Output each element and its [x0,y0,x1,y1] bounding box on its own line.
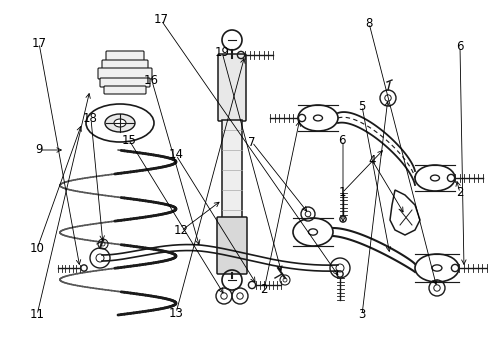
Text: 12: 12 [173,224,188,237]
Text: 10: 10 [29,242,44,255]
Ellipse shape [114,119,126,127]
Text: 17: 17 [154,13,168,26]
Text: 2: 2 [260,283,267,296]
Text: 19: 19 [215,46,229,59]
Text: 3: 3 [357,309,365,321]
Text: 16: 16 [144,75,159,87]
FancyBboxPatch shape [98,68,152,79]
Text: 9: 9 [35,143,43,156]
Text: 14: 14 [168,148,183,161]
FancyBboxPatch shape [218,54,245,121]
Text: 4: 4 [367,154,375,167]
Text: 1: 1 [338,186,346,199]
Text: 13: 13 [168,307,183,320]
Ellipse shape [105,114,135,132]
Text: 2: 2 [455,186,463,199]
FancyBboxPatch shape [102,60,148,69]
FancyBboxPatch shape [217,217,246,274]
FancyBboxPatch shape [104,86,146,94]
FancyBboxPatch shape [106,51,143,61]
Text: 15: 15 [122,134,137,147]
FancyBboxPatch shape [100,78,150,87]
Text: 5: 5 [357,100,365,113]
Text: 11: 11 [29,309,44,321]
Text: 17: 17 [32,37,46,50]
Text: 18: 18 [83,112,98,125]
Bar [222,120,242,220]
Text: 6: 6 [455,40,463,53]
Text: 7: 7 [247,136,255,149]
Text: 6: 6 [338,134,346,147]
Text: 8: 8 [365,17,372,30]
